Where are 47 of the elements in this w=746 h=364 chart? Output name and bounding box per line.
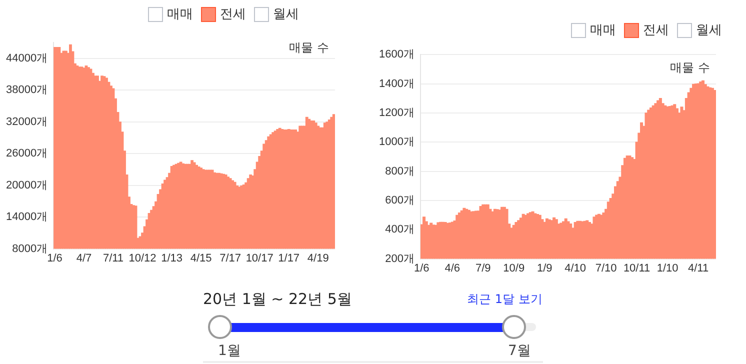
- y-tick-label: 44000개: [6, 52, 48, 64]
- x-tick-label: 1/6: [414, 262, 430, 274]
- x-tick-label: 10/9: [503, 262, 525, 274]
- legend-label: 전세: [643, 22, 669, 39]
- y-tick-label: 1000개: [378, 136, 414, 148]
- legend-label: 매매: [167, 6, 193, 23]
- x-tick-label: 1/10: [656, 262, 678, 274]
- x-tick-label: 10/11: [623, 262, 650, 274]
- x-tick-label: 7/9: [475, 262, 491, 274]
- y-tick-label: 14000개: [6, 211, 48, 224]
- x-tick-label: 10/17: [246, 252, 274, 264]
- x-tick-label: 1/13: [161, 252, 182, 264]
- text: 7월: [508, 342, 531, 360]
- y-tick-label: 38000개: [6, 84, 48, 96]
- x-tick-label: 1/9: [536, 262, 552, 274]
- y-tick-label: 400개: [385, 224, 414, 236]
- y-tick-label: 1400개: [378, 78, 414, 90]
- x-tick-label: 10/12: [128, 252, 156, 264]
- y-tick-label: 20000개: [6, 179, 48, 192]
- legend-label: 월세: [273, 6, 299, 23]
- x-tick-label: 4/10: [564, 262, 586, 274]
- legend-label: 전세: [220, 6, 246, 23]
- y-tick-label: 8000개: [12, 242, 48, 255]
- y-tick-label: 600개: [385, 194, 414, 206]
- x-tick-label: 4/11: [688, 262, 709, 274]
- x-tick-label: 1/17: [278, 252, 300, 264]
- text: 최근 1달 보기: [467, 291, 542, 308]
- y-tick-label: 26000개: [6, 148, 48, 160]
- x-tick-label: 7/10: [595, 262, 617, 274]
- x-tick-label: 4/7: [76, 252, 92, 264]
- x-tick-label: 4/15: [190, 252, 212, 264]
- y-axis-title: 매물 수: [289, 40, 329, 55]
- text: 20년 1월 ~ 22년 5월: [203, 290, 352, 309]
- x-tick-label: 1/6: [47, 252, 62, 264]
- legend-label: 월세: [696, 22, 722, 39]
- x-tick-label: 4/6: [444, 262, 460, 274]
- x-tick-label: 7/11: [102, 252, 124, 264]
- y-tick-label: 200개: [385, 252, 414, 265]
- y-tick-label: 1200개: [378, 106, 414, 119]
- y-tick-label: 800개: [385, 165, 414, 178]
- text: 1월: [218, 342, 241, 360]
- x-tick-label: 7/17: [220, 252, 242, 264]
- y-tick-label: 1600개: [378, 48, 414, 61]
- legend-label: 매매: [590, 22, 616, 39]
- y-tick-label: 32000개: [6, 116, 48, 128]
- y-axis-title: 매물 수: [670, 60, 710, 75]
- x-tick-label: 4/19: [307, 252, 329, 264]
